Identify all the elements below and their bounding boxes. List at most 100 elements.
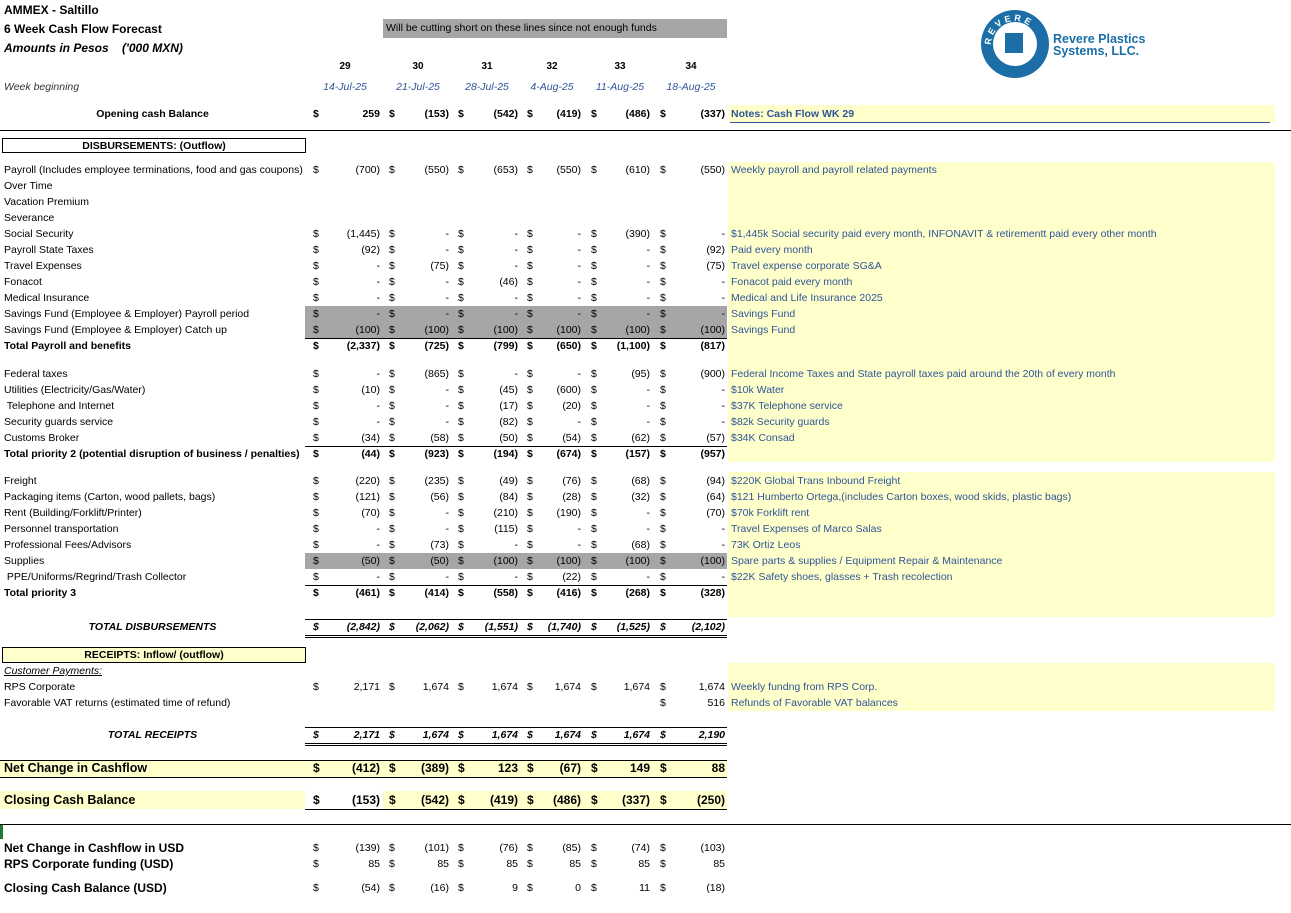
row-label: Packaging items (Carton, wood pallets, b…: [4, 491, 216, 503]
currency: $: [527, 555, 533, 567]
value: (1,740): [547, 621, 581, 633]
value: (16): [430, 882, 449, 894]
rule: [0, 824, 1291, 825]
currency: $: [313, 539, 319, 551]
currency: $: [591, 308, 597, 320]
week-date: 14-Jul-25: [323, 81, 367, 93]
row-label: Telephone and Internet: [4, 400, 115, 412]
value: (153): [351, 793, 380, 807]
value: (486): [625, 108, 650, 120]
currency: $: [458, 308, 464, 320]
note: Refunds of Favorable VAT balances: [731, 697, 898, 709]
note: $10k Water: [731, 384, 785, 396]
value: (650): [556, 340, 581, 352]
row-label: Security guards service: [4, 416, 114, 428]
value: 123: [497, 761, 518, 775]
currency: $: [660, 308, 666, 320]
value: -: [514, 368, 519, 380]
currency: $: [527, 276, 533, 288]
currency: $: [313, 491, 319, 503]
value: (74): [631, 842, 650, 854]
currency: $: [458, 260, 464, 272]
value: -: [445, 308, 450, 320]
currency: $: [660, 400, 666, 412]
value: (100): [556, 324, 581, 336]
rule: [305, 809, 727, 810]
week-beginning-label: Week beginning: [4, 81, 80, 93]
currency: $: [313, 400, 319, 412]
note-band: [728, 663, 1275, 711]
value: 149: [629, 761, 650, 775]
value: -: [577, 539, 582, 551]
currency: $: [313, 621, 319, 633]
value: (337): [700, 108, 725, 120]
currency: $: [660, 555, 666, 567]
cell-marker: [0, 825, 3, 839]
row-label: Payroll State Taxes: [4, 244, 94, 256]
value: 85: [713, 858, 725, 870]
currency: $: [527, 400, 533, 412]
currency: $: [458, 681, 464, 693]
value: 11: [639, 882, 650, 894]
value: (54): [361, 882, 380, 894]
row-label: Closing Cash Balance (USD): [4, 881, 167, 895]
currency: $: [313, 761, 320, 775]
currency: $: [389, 164, 395, 176]
currency: $: [591, 164, 597, 176]
note: $37K Telephone service: [731, 400, 843, 412]
row-label: Net Change in Cashflow: [4, 761, 148, 775]
currency: $: [527, 842, 533, 854]
value: (957): [700, 448, 725, 460]
currency: $: [313, 108, 319, 120]
value: -: [445, 523, 450, 535]
value: (67): [559, 761, 581, 775]
value: -: [514, 571, 519, 583]
value: (550): [424, 164, 449, 176]
currency: $: [458, 621, 464, 633]
value: (64): [706, 491, 725, 503]
rule: [305, 585, 727, 586]
currency: $: [527, 507, 533, 519]
value: (600): [556, 384, 581, 396]
note-band: [728, 105, 1275, 123]
value: (76): [562, 475, 581, 487]
value: (194): [493, 448, 518, 460]
value: (337): [621, 793, 650, 807]
currency: $: [313, 228, 319, 240]
currency: $: [313, 308, 319, 320]
currency: $: [591, 793, 598, 807]
currency: $: [591, 681, 597, 693]
week-number: 33: [614, 61, 626, 72]
rule: [305, 635, 727, 636]
currency: $: [458, 761, 465, 775]
row-label: Customs Broker: [4, 432, 80, 444]
currency: $: [660, 368, 666, 380]
value: (44): [361, 448, 380, 460]
currency: $: [313, 523, 319, 535]
currency: $: [527, 228, 533, 240]
value: -: [646, 523, 651, 535]
currency: $: [458, 276, 464, 288]
value: 85: [437, 858, 449, 870]
value: 85: [368, 858, 380, 870]
currency: $: [389, 448, 395, 460]
value: (542): [493, 108, 518, 120]
row-label: Favorable VAT returns (estimated time of…: [4, 697, 231, 709]
value: (190): [556, 507, 581, 519]
value: -: [445, 292, 450, 304]
value: -: [646, 244, 651, 256]
value: -: [721, 384, 726, 396]
currency: $: [389, 621, 395, 633]
value: -: [445, 507, 450, 519]
value: -: [445, 416, 450, 428]
row-label: Savings Fund (Employee & Employer) Catch…: [4, 324, 227, 336]
note: Fonacot paid every month: [731, 276, 853, 288]
value: (50): [430, 555, 449, 567]
currency: $: [660, 697, 666, 709]
note: Travel expense corporate SG&A: [731, 260, 882, 272]
currency: $: [527, 108, 533, 120]
value: -: [376, 571, 381, 583]
value: 2,190: [698, 729, 725, 741]
currency: $: [389, 729, 395, 741]
value: 1,674: [623, 729, 650, 741]
